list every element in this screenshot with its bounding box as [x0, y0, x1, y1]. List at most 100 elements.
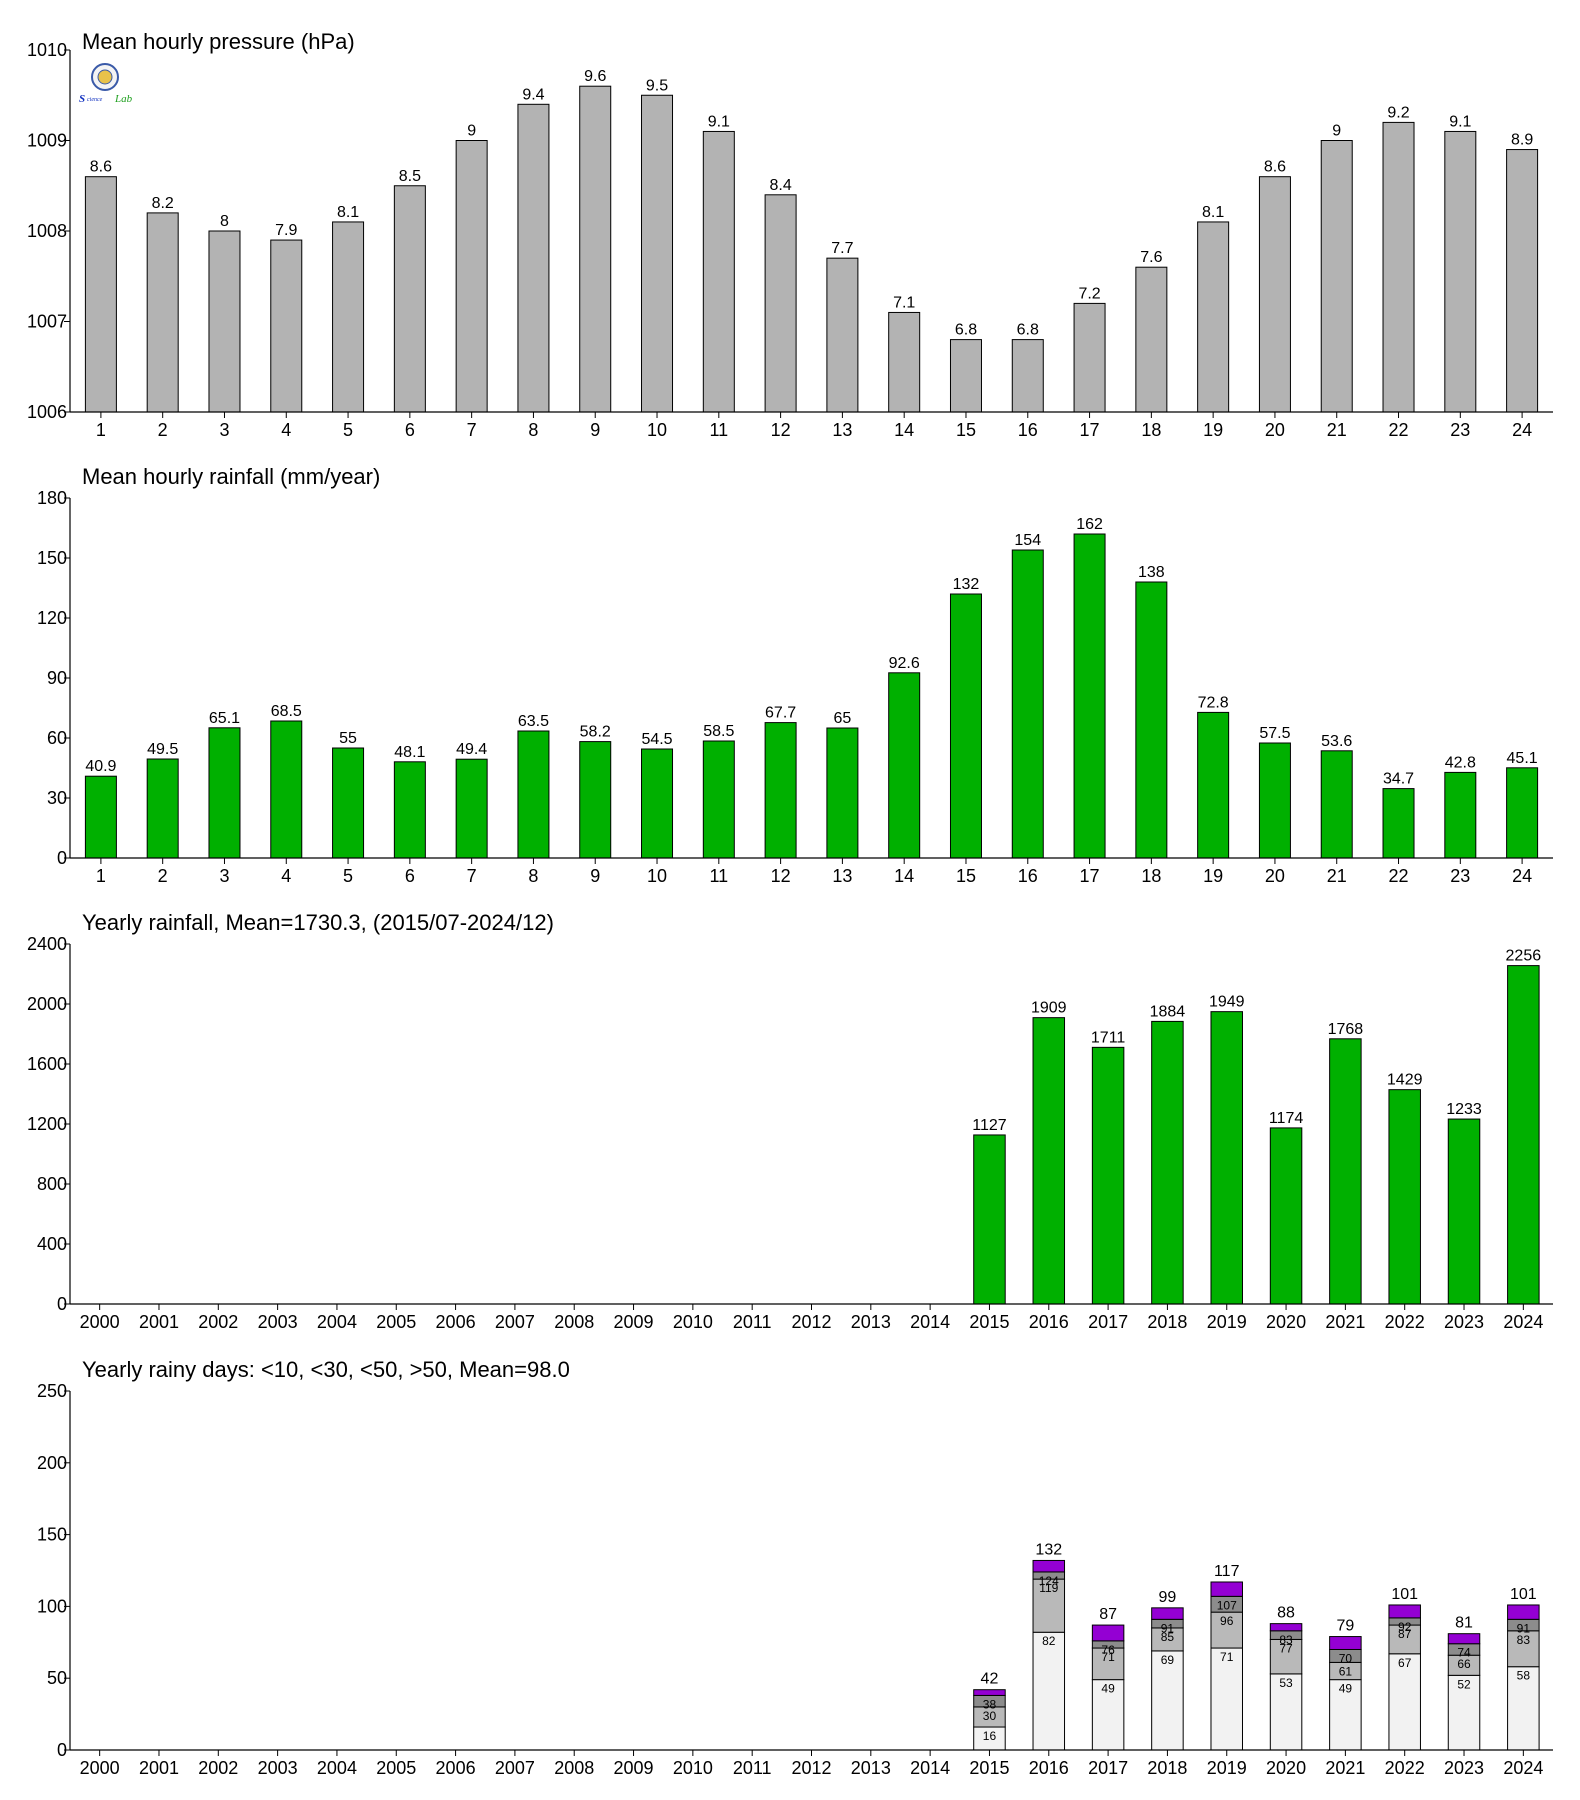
bar-segment-label: 71 [1101, 1650, 1115, 1664]
bar-segment-gt50 [973, 1689, 1006, 1696]
bar-segment-label: 67 [1398, 1656, 1412, 1670]
bar-value-label: 9.6 [584, 68, 606, 85]
x-tick-label: 1 [96, 420, 106, 440]
y-tick-label: 2400 [27, 934, 67, 954]
x-tick-label: 6 [405, 866, 415, 886]
bar-value-label: 9 [467, 123, 476, 140]
x-tick-label: 2017 [1088, 1758, 1128, 1778]
x-tick-label: 16 [1018, 420, 1038, 440]
bar-value-label: 1233 [1446, 1101, 1482, 1118]
bar-value-label: 68.5 [271, 703, 302, 720]
y-tick-label: 1200 [27, 1114, 67, 1134]
bar-segment-gt50 [1388, 1604, 1421, 1619]
x-tick-label: 2023 [1444, 1312, 1484, 1332]
bar-segment-label: 76 [1101, 1643, 1115, 1657]
x-tick-label: 15 [956, 420, 976, 440]
x-tick-label: 2021 [1325, 1312, 1365, 1332]
bar-segment-label: 83 [1279, 1633, 1293, 1647]
bar-segment-lt30 [1032, 1578, 1066, 1633]
x-tick-label: 2009 [614, 1758, 654, 1778]
x-tick-label: 2011 [733, 1758, 772, 1778]
bar [270, 239, 303, 413]
x-tick-label: 2002 [198, 1312, 238, 1332]
bar [641, 748, 674, 859]
x-tick-label: 18 [1141, 420, 1161, 440]
y-tick-label: 250 [37, 1381, 67, 1401]
bar-segment-label: 49 [1101, 1682, 1115, 1696]
bar-value-label: 34.7 [1383, 771, 1414, 788]
bar-value-label: 2256 [1506, 948, 1542, 965]
x-tick-label: 2000 [80, 1312, 120, 1332]
bar [1444, 771, 1477, 859]
x-tick-label: 2001 [139, 1312, 179, 1332]
chart-panel-1: Mean hourly pressure (hPa) 8.6 8.2 8 7.9 8.1 8… [27, 29, 1553, 440]
bar [764, 194, 797, 413]
bar-segment-lt10 [1269, 1673, 1303, 1751]
bar-value-label: 1768 [1328, 1021, 1364, 1038]
bar-segment-gt50 [1210, 1581, 1243, 1597]
bar [393, 185, 426, 413]
bar-segment-lt30 [1210, 1611, 1243, 1649]
y-tick-label: 1008 [27, 221, 67, 241]
x-tick-label: 2 [158, 420, 168, 440]
bar [517, 730, 550, 859]
bar-segment-label: 52 [1457, 1677, 1471, 1691]
x-tick-label: 16 [1018, 866, 1038, 886]
y-tick-label: 180 [37, 488, 67, 508]
bar [702, 740, 735, 859]
x-tick-label: 2009 [614, 1312, 654, 1332]
x-tick-label: 3 [219, 866, 229, 886]
bar [1135, 581, 1168, 859]
x-tick-label: 14 [894, 866, 914, 886]
bar-value-label: 58.5 [703, 723, 734, 740]
bar-segment-label: 85 [1161, 1630, 1175, 1644]
bar-value-label: 8 [220, 213, 229, 230]
y-tick-label: 1009 [27, 131, 67, 151]
bar [393, 761, 426, 859]
bar-segment-gt50 [1091, 1624, 1125, 1642]
x-tick-label: 2019 [1207, 1758, 1247, 1778]
y-tick-label: 1010 [27, 40, 67, 60]
bar [455, 140, 488, 413]
y-tick-label: 1600 [27, 1054, 67, 1074]
x-tick-label: 2016 [1029, 1758, 1069, 1778]
bar-segment-label: 107 [1217, 1598, 1237, 1612]
bar [1329, 1038, 1362, 1305]
bar-total-label: 88 [1277, 1605, 1295, 1622]
y-tick-label: 50 [47, 1668, 67, 1688]
bar [579, 85, 612, 413]
x-tick-label: 8 [528, 866, 538, 886]
bar [1320, 140, 1353, 413]
bar-value-label: 1909 [1031, 1000, 1067, 1017]
bar-total-label: 101 [1391, 1586, 1418, 1603]
bar-value-label: 8.4 [769, 177, 791, 194]
bar [1091, 1046, 1125, 1305]
bar-segment-label: 69 [1161, 1653, 1175, 1667]
bar-value-label: 162 [1076, 516, 1103, 533]
bar-value-label: 42.8 [1445, 754, 1476, 771]
bar [332, 221, 365, 413]
bar [949, 339, 982, 413]
x-tick-label: 2012 [791, 1312, 831, 1332]
bar-value-label: 55 [339, 730, 357, 747]
x-tick-label: 2024 [1503, 1758, 1543, 1778]
y-tick-label: 0 [57, 848, 67, 868]
bar [332, 747, 365, 859]
x-tick-label: 6 [405, 420, 415, 440]
x-tick-label: 2024 [1503, 1312, 1543, 1332]
bar-value-label: 9.1 [708, 113, 730, 130]
bar-total-label: 42 [981, 1671, 999, 1688]
chart-title: Yearly rainfall, Mean=1730.3, (2015/07-2… [82, 910, 554, 935]
bar-value-label: 58.2 [580, 724, 611, 741]
x-tick-label: 8 [528, 420, 538, 440]
bar [1507, 965, 1540, 1305]
y-tick-label: 400 [37, 1234, 67, 1254]
x-tick-label: 17 [1080, 420, 1100, 440]
bar-segment-lt10 [1210, 1647, 1243, 1751]
bar [1382, 788, 1415, 859]
bar [888, 672, 921, 859]
x-tick-label: 2005 [376, 1758, 416, 1778]
x-tick-label: 4 [281, 420, 291, 440]
bar-value-label: 49.4 [456, 741, 487, 758]
